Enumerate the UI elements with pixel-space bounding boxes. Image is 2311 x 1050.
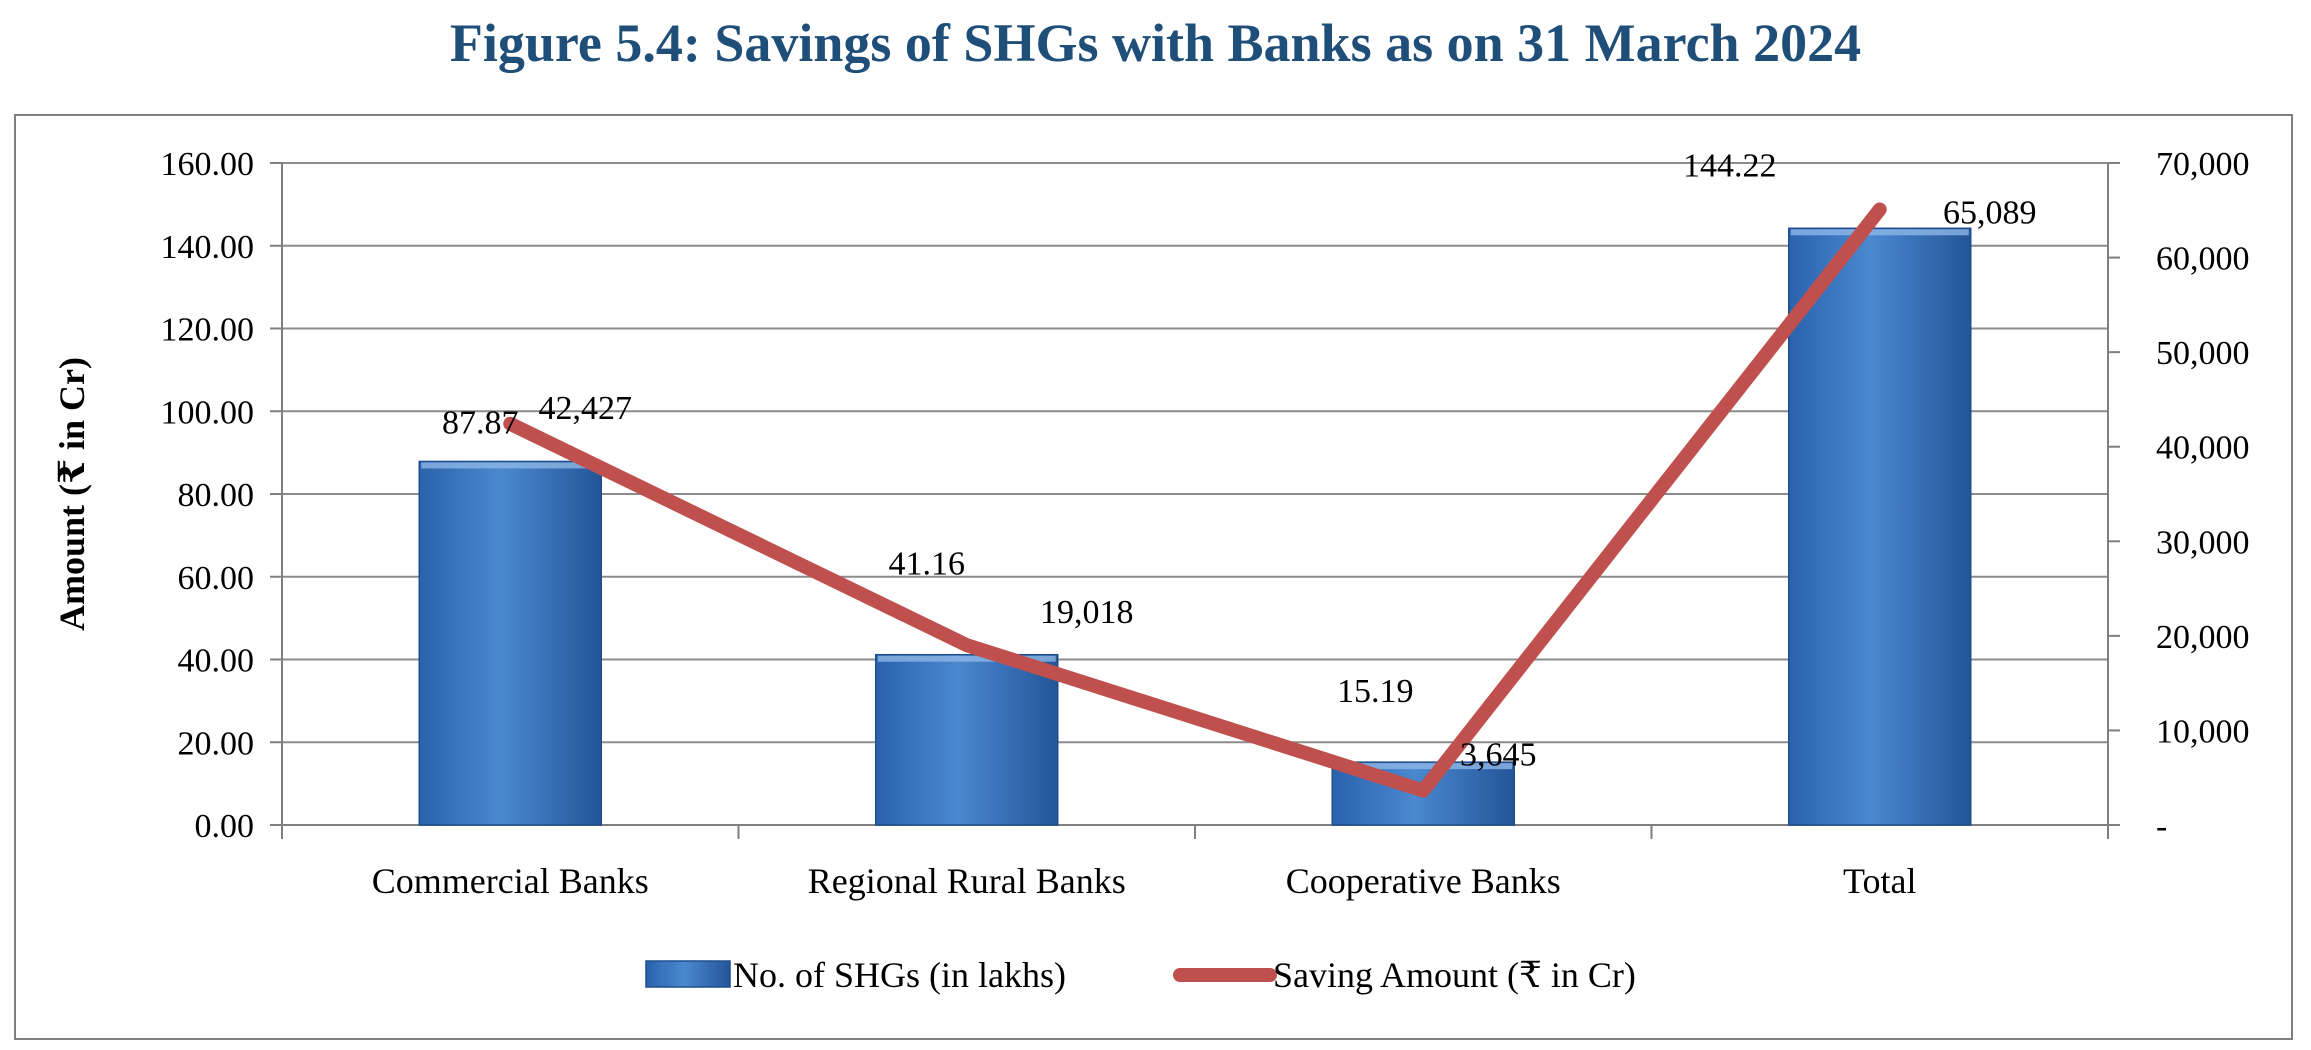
y-axis-title: Amount (₹ in Cr) xyxy=(52,357,92,631)
line-data-label: 65,089 xyxy=(1943,194,2037,231)
y-tick-label: 100.00 xyxy=(161,394,255,431)
line-data-label: 42,427 xyxy=(539,390,633,427)
y2-tick-label: 20,000 xyxy=(2156,619,2250,656)
legend-bar-swatch xyxy=(645,960,731,988)
y-tick-label: 60.00 xyxy=(178,560,255,597)
y-tick-label: 120.00 xyxy=(161,312,255,349)
line-data-label: 19,018 xyxy=(1040,594,1134,631)
bar-highlight xyxy=(877,655,1056,662)
x-tick-label: Regional Rural Banks xyxy=(808,861,1126,901)
y2-tick-label: 60,000 xyxy=(2156,241,2250,278)
y-tick-label: 80.00 xyxy=(178,477,255,514)
y2-tick-label: 40,000 xyxy=(2156,430,2250,467)
chart-title: Figure 5.4: Savings of SHGs with Banks a… xyxy=(449,13,1862,73)
x-tick-label: Total xyxy=(1843,861,1916,901)
y-tick-label: 0.00 xyxy=(195,808,255,845)
saving-amount-line xyxy=(503,202,1887,798)
y-tick-label: 40.00 xyxy=(178,643,255,680)
y2-tick-label: 10,000 xyxy=(2156,713,2250,750)
y2-tick-label: 50,000 xyxy=(2156,335,2250,372)
y-tick-label: 20.00 xyxy=(178,725,255,762)
legend-line-label: Saving Amount (₹ in Cr) xyxy=(1273,955,1636,995)
bar-data-label: 87.87 xyxy=(442,404,519,441)
y2-tick-label: 30,000 xyxy=(2156,524,2250,561)
x-tick-label: Cooperative Banks xyxy=(1286,861,1561,901)
bar-data-label: 15.19 xyxy=(1337,673,1414,710)
bar-highlight xyxy=(1334,763,1513,770)
legend-bar-label: No. of SHGs (in lakhs) xyxy=(733,955,1066,995)
bar-data-label: 41.16 xyxy=(889,546,966,583)
y-tick-label: 160.00 xyxy=(161,146,255,183)
bar xyxy=(875,653,1059,826)
bar-data-label: 144.22 xyxy=(1683,147,1777,184)
chart-frame xyxy=(14,114,2293,1040)
line-data-label: 3,645 xyxy=(1460,737,1537,774)
y-tick-label: 140.00 xyxy=(161,229,255,266)
y2-tick-label: - xyxy=(2156,808,2167,845)
bar-highlight xyxy=(1790,229,1969,236)
bar-highlight xyxy=(421,462,600,469)
bar xyxy=(418,460,602,826)
y2-tick-label: 70,000 xyxy=(2156,146,2250,183)
bar xyxy=(1788,227,1972,826)
x-tick-label: Commercial Banks xyxy=(372,861,649,901)
